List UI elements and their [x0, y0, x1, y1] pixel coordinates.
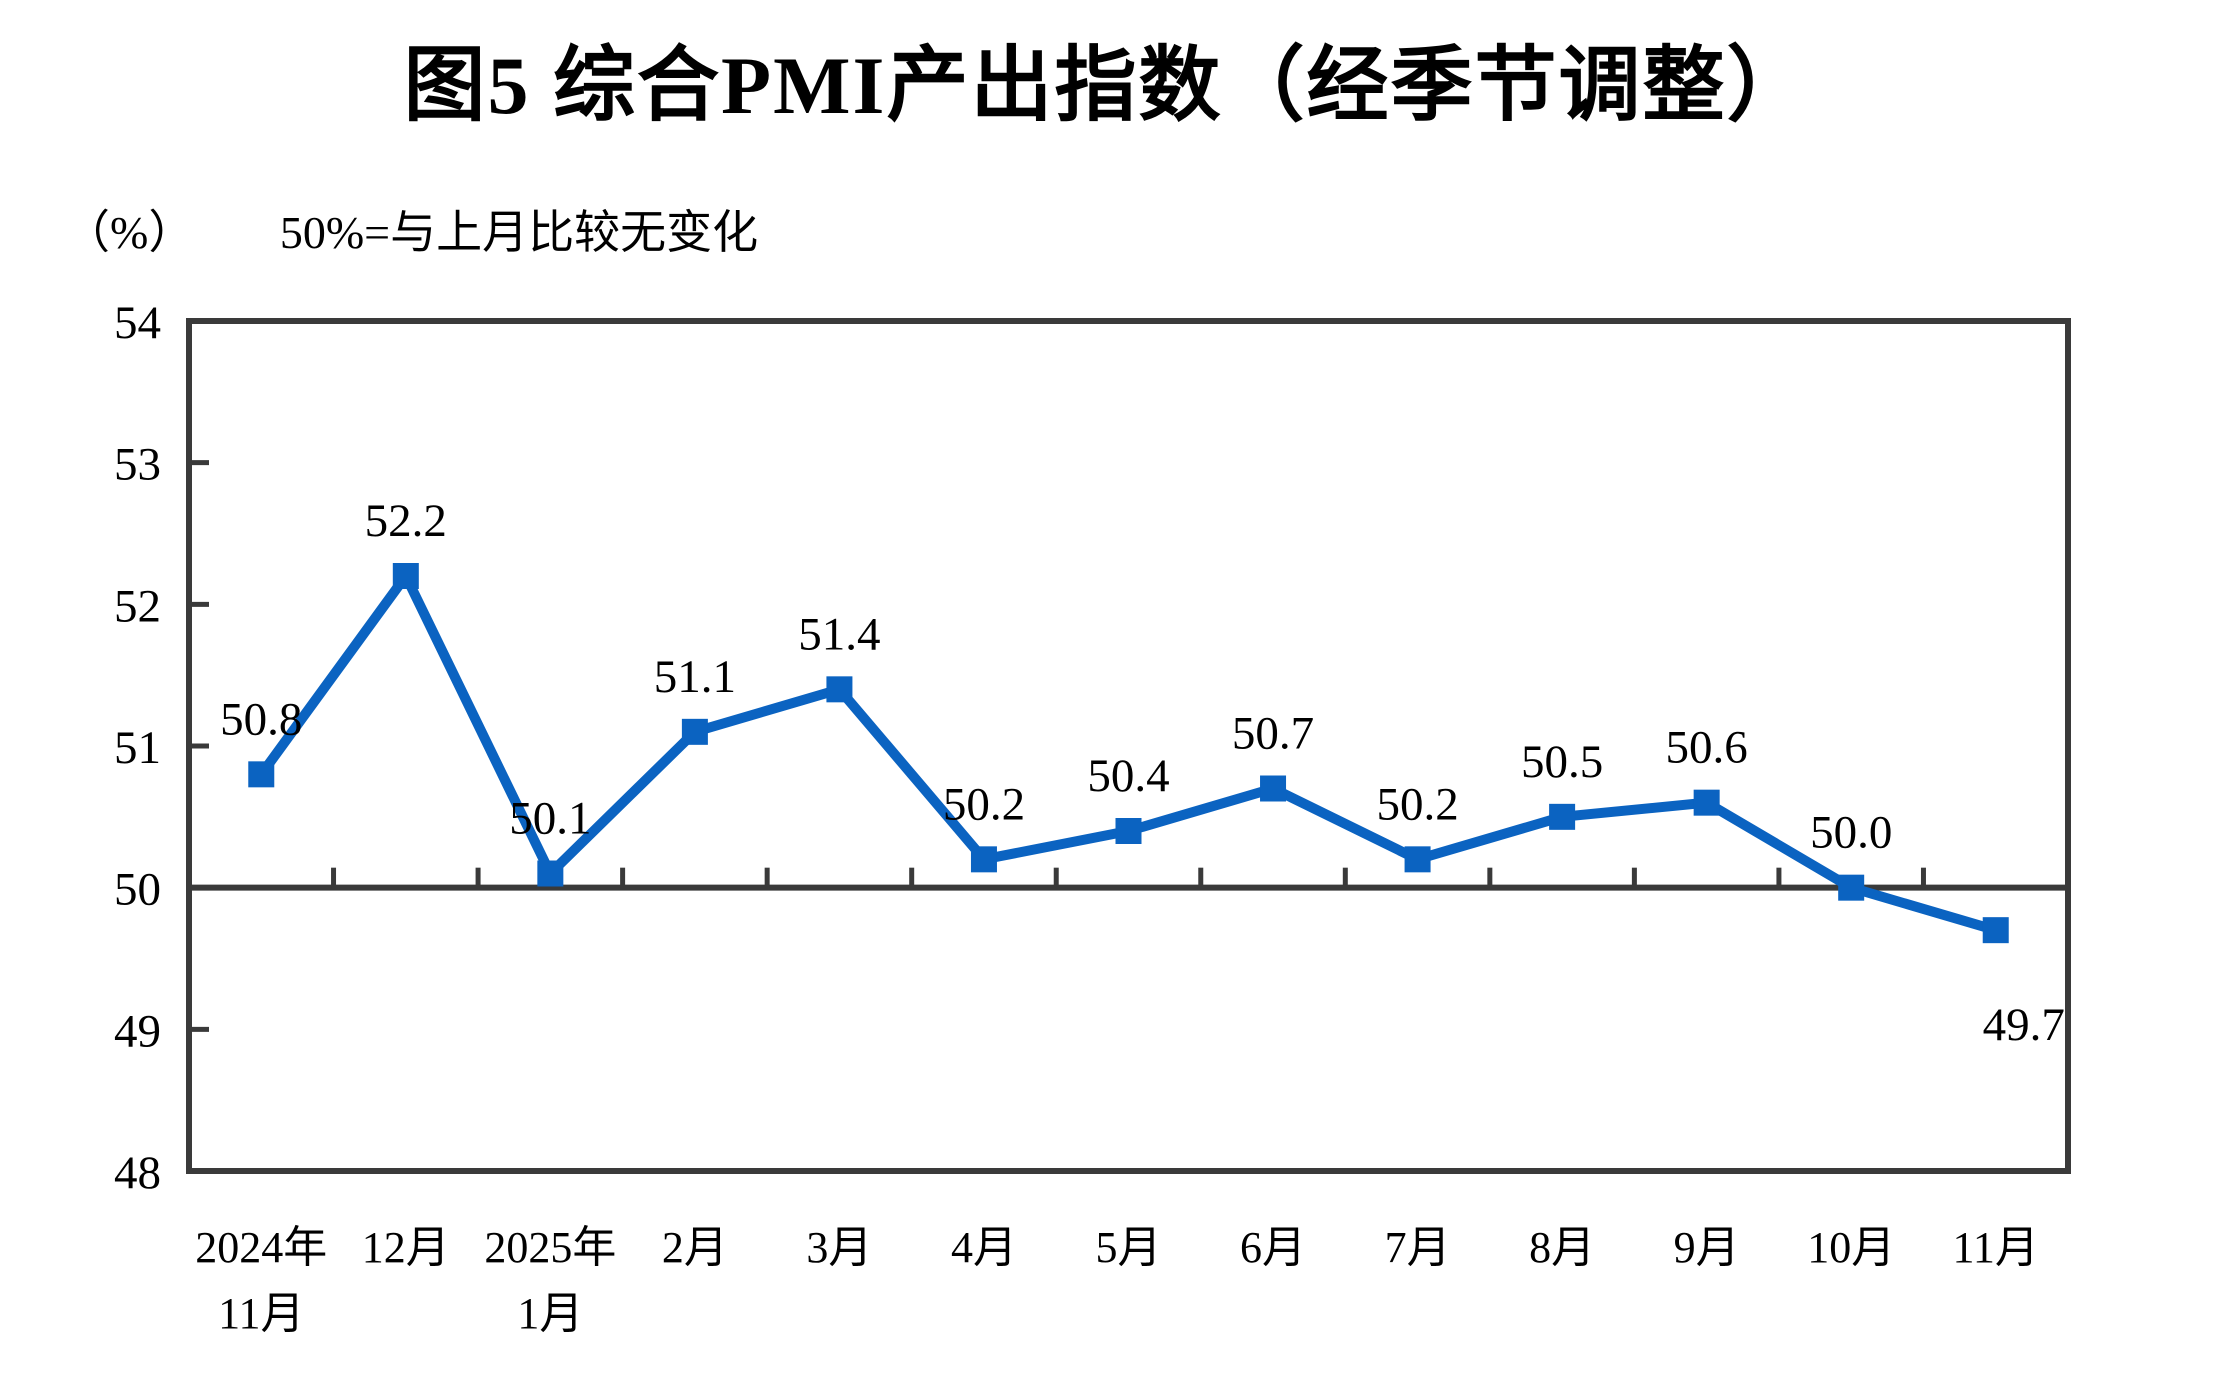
y-axis-label: 54 [114, 297, 161, 349]
chart-subtitle: （%） 50%=与上月比较无变化 [64, 196, 758, 262]
y-axis-label: 51 [114, 722, 161, 774]
data-point-label: 51.1 [654, 651, 736, 703]
x-axis-label: 4月 [951, 1223, 1017, 1272]
reference-note: 50%=与上月比较无变化 [279, 207, 759, 258]
data-point-label: 50.1 [509, 793, 591, 845]
y-axis-label: 50 [114, 864, 161, 916]
x-axis-label: 2025年 1月 [484, 1223, 616, 1338]
data-point-marker [248, 761, 275, 788]
data-point-label: 52.2 [365, 495, 447, 547]
y-axis-label: 48 [114, 1147, 161, 1199]
x-axis-label: 6月 [1240, 1223, 1306, 1272]
data-point-marker [1260, 775, 1287, 802]
chart-title: 图5 综合PMI产出指数（经季节调整） [403, 40, 1811, 131]
data-point-label: 49.7 [1983, 999, 2065, 1051]
data-point-label: 50.6 [1666, 722, 1748, 774]
data-point-marker [826, 676, 853, 703]
x-axis-label: 10月 [1807, 1223, 1895, 1272]
data-point-label: 51.4 [798, 608, 880, 660]
y-axis-label: 53 [114, 439, 161, 491]
y-axis-unit-label: （%） [64, 207, 195, 258]
x-axis-label: 2月 [662, 1223, 728, 1272]
x-axis-label: 9月 [1674, 1223, 1740, 1272]
data-point-marker [1115, 818, 1142, 844]
y-axis-label: 49 [114, 1005, 161, 1057]
x-axis-label: 11月 [1953, 1223, 2039, 1272]
data-point-label: 50.5 [1521, 736, 1603, 788]
x-axis-label: 3月 [806, 1223, 872, 1272]
data-point-marker [392, 563, 419, 589]
x-axis-label: 2024年 11月 [195, 1223, 327, 1338]
data-point-marker [537, 860, 564, 887]
data-point-marker [1838, 874, 1865, 901]
plot-border [186, 318, 2071, 1174]
data-point-label: 50.2 [943, 778, 1025, 830]
data-point-marker [970, 846, 997, 873]
data-point-marker [1982, 917, 2009, 944]
data-point-label: 50.8 [220, 693, 302, 745]
data-point-label: 50.4 [1087, 750, 1169, 802]
y-axis-label: 52 [114, 580, 161, 632]
x-axis-label: 5月 [1096, 1223, 1162, 1272]
data-point-label: 50.0 [1810, 807, 1892, 859]
data-point-marker [1404, 846, 1431, 873]
data-point-marker [1549, 803, 1576, 830]
data-point-label: 50.7 [1232, 708, 1314, 760]
data-point-marker [1693, 789, 1720, 816]
x-axis-label: 7月 [1385, 1223, 1451, 1272]
data-point-label: 50.2 [1376, 778, 1458, 830]
x-axis-label: 12月 [362, 1223, 450, 1272]
data-point-marker [681, 718, 708, 745]
x-axis-label: 8月 [1529, 1223, 1595, 1272]
